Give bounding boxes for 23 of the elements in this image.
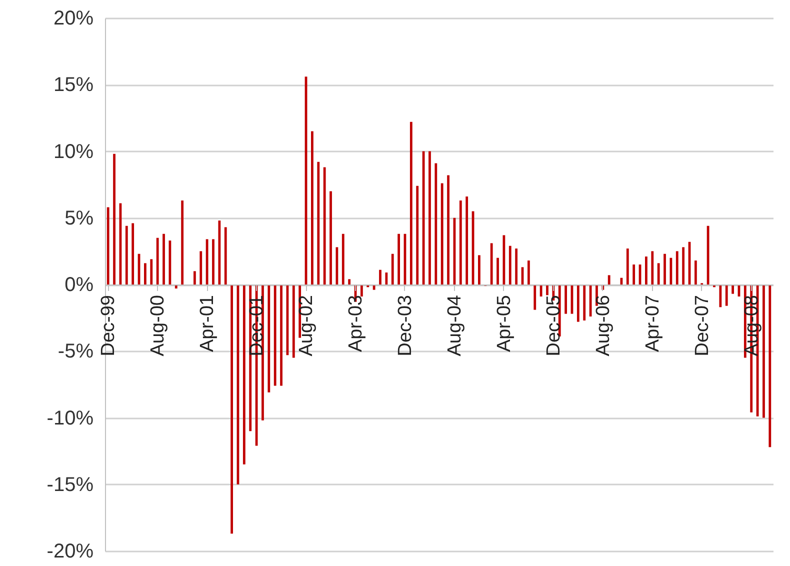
y-tick-label: 5%	[64, 207, 94, 230]
y-tick-label: 15%	[53, 74, 94, 96]
x-tick-label: Apr-05	[494, 295, 515, 352]
y-tick-label: -15%	[46, 474, 94, 496]
x-tick-label: Apr-01	[197, 295, 218, 352]
x-tick-label: Dec-99	[98, 295, 120, 356]
x-tick-label: Aug-02	[296, 295, 318, 356]
y-tick-label: 10%	[53, 140, 94, 163]
x-tick-label: Aug-06	[592, 295, 614, 356]
y-tick-label: -5%	[58, 340, 94, 363]
x-tick-label: Apr-07	[642, 295, 664, 352]
x-tick-label: Dec-03	[394, 295, 416, 356]
y-tick-label: 0%	[64, 274, 94, 296]
x-tick-label: Dec-01	[246, 295, 268, 356]
x-tick-label: Dec-05	[543, 295, 564, 356]
x-tick-label: Aug-08	[741, 295, 762, 356]
x-tick-label: Apr-03	[346, 295, 366, 352]
x-tick-label: Dec-07	[692, 295, 713, 356]
y-tick-label: 20%	[53, 8, 94, 30]
y-tick-label: -20%	[46, 540, 94, 562]
x-tick-label: Aug-04	[444, 294, 466, 356]
x-tick-label: Aug-00	[148, 295, 169, 356]
y-tick-label: -10%	[46, 407, 94, 430]
